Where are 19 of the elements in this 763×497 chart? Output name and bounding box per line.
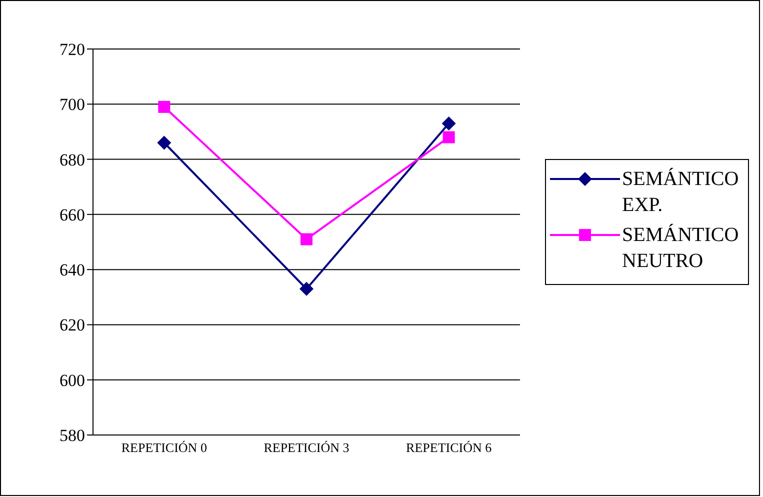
point [157,136,172,150]
point [442,116,456,130]
y-tick-label: 700 [60,95,85,114]
point [442,131,455,144]
point [300,233,312,246]
legend-label: SEMÁNTICO NEUTRO [622,222,740,274]
x-tick-label: REPETICIÓN 3 [264,440,350,456]
y-tick-label: 600 [60,370,85,390]
point [158,100,170,113]
y-tick-label: 660 [60,205,85,224]
y-tick-label: 580 [60,426,85,446]
x-tick-label: REPETICIÓN 6 [406,440,492,456]
y-tick-label: 720 [60,40,85,60]
x-tick-label: REPETICIÓN 0 [121,440,207,456]
point [300,282,314,296]
legend-label: SEMÁNTICO EXP. [622,166,740,218]
y-tick-label: 620 [60,316,85,335]
y-tick-label: 680 [60,150,85,170]
y-tick-label: 640 [60,260,85,280]
